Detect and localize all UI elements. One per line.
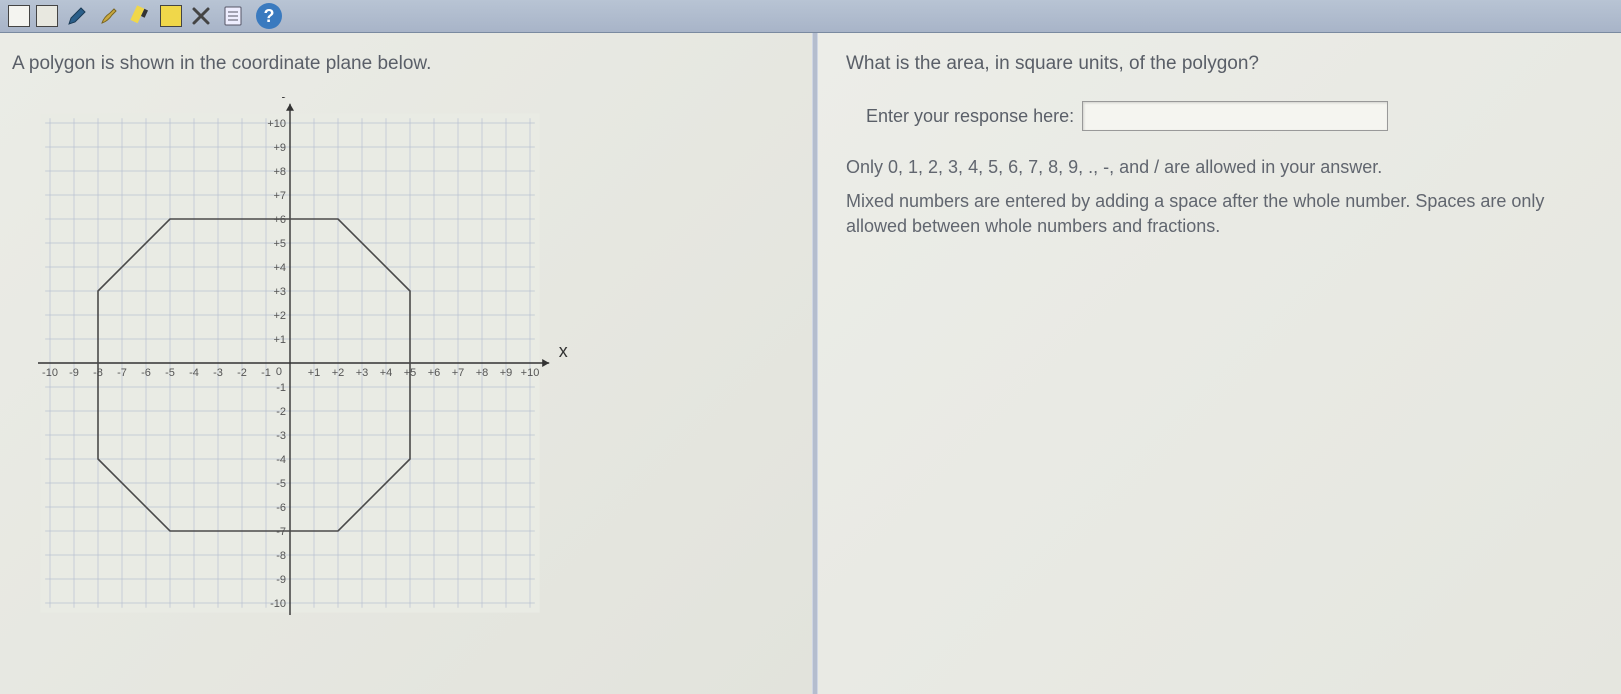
svg-text:-10: -10	[270, 598, 286, 610]
svg-text:+2: +2	[332, 367, 345, 379]
svg-text:+4: +4	[273, 262, 286, 274]
svg-text:-2: -2	[237, 367, 247, 379]
svg-text:y: y	[282, 97, 291, 98]
svg-text:-9: -9	[69, 367, 79, 379]
hint-allowed-chars: Only 0, 1, 2, 3, 4, 5, 6, 7, 8, 9, ., -,…	[846, 155, 1597, 179]
coordinate-plane: xy-10-9-8-7-6-5-4-3-2-10+1+2+3+4+5+6+7+8…	[12, 97, 572, 617]
svg-text:-1: -1	[261, 367, 271, 379]
svg-text:-2: -2	[276, 406, 286, 418]
highlighter-icon[interactable]	[128, 3, 154, 29]
tool-color-swatch-1[interactable]	[8, 5, 30, 27]
svg-text:-4: -4	[189, 367, 199, 379]
svg-text:+5: +5	[273, 238, 286, 250]
help-glyph: ?	[264, 6, 275, 27]
svg-text:-3: -3	[213, 367, 223, 379]
response-row: Enter your response here:	[866, 101, 1597, 131]
svg-text:+10: +10	[267, 118, 286, 130]
svg-text:-7: -7	[117, 367, 127, 379]
svg-text:-10: -10	[42, 367, 58, 379]
notepad-icon[interactable]	[220, 3, 246, 29]
svg-text:-6: -6	[276, 502, 286, 514]
left-pane: A polygon is shown in the coordinate pla…	[0, 33, 812, 694]
svg-text:-4: -4	[276, 454, 286, 466]
svg-text:+9: +9	[500, 367, 513, 379]
svg-text:+1: +1	[273, 334, 286, 346]
svg-text:+4: +4	[380, 367, 393, 379]
pencil-icon[interactable]	[64, 3, 90, 29]
svg-text:-9: -9	[276, 574, 286, 586]
svg-text:-6: -6	[141, 367, 151, 379]
eraser-icon[interactable]	[188, 3, 214, 29]
content: A polygon is shown in the coordinate pla…	[0, 33, 1621, 694]
svg-text:+8: +8	[476, 367, 489, 379]
svg-text:+6: +6	[428, 367, 441, 379]
svg-text:+7: +7	[452, 367, 465, 379]
svg-text:-5: -5	[276, 478, 286, 490]
svg-text:+7: +7	[273, 190, 286, 202]
right-pane: What is the area, in square units, of th…	[818, 33, 1621, 694]
svg-text:-7: -7	[276, 526, 286, 538]
svg-text:-3: -3	[276, 430, 286, 442]
response-input[interactable]	[1082, 101, 1388, 131]
tool-fill-swatch[interactable]	[160, 5, 182, 27]
svg-text:-5: -5	[165, 367, 175, 379]
svg-text:x: x	[559, 341, 568, 361]
svg-text:-8: -8	[276, 550, 286, 562]
toolbar: ?	[0, 0, 1621, 33]
svg-text:-1: -1	[276, 382, 286, 394]
response-label: Enter your response here:	[866, 106, 1074, 127]
tool-color-swatch-2[interactable]	[36, 5, 58, 27]
svg-text:+3: +3	[356, 367, 369, 379]
svg-text:+9: +9	[273, 142, 286, 154]
svg-text:+2: +2	[273, 310, 286, 322]
svg-text:0: 0	[276, 366, 282, 378]
svg-text:+6: +6	[273, 214, 286, 226]
svg-text:+1: +1	[308, 367, 321, 379]
brush-icon[interactable]	[96, 3, 122, 29]
svg-text:+10: +10	[521, 367, 540, 379]
svg-text:+3: +3	[273, 286, 286, 298]
hint-mixed-numbers: Mixed numbers are entered by adding a sp…	[846, 189, 1597, 238]
svg-text:+8: +8	[273, 166, 286, 178]
help-icon[interactable]: ?	[256, 3, 282, 29]
question-text: What is the area, in square units, of th…	[846, 53, 1597, 75]
left-prompt: A polygon is shown in the coordinate pla…	[12, 53, 800, 75]
